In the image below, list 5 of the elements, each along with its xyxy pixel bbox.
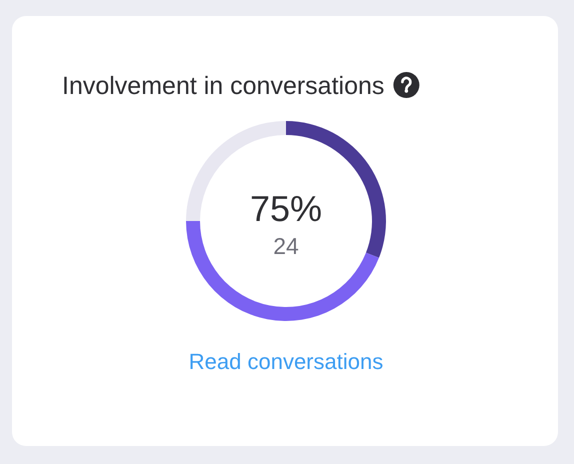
text: 75% [250,188,322,229]
text: 24 [273,233,299,259]
chart-title: Involvement in conversations [62,72,384,100]
donut-slice [186,221,379,321]
text: Read conversations [188,349,384,374]
